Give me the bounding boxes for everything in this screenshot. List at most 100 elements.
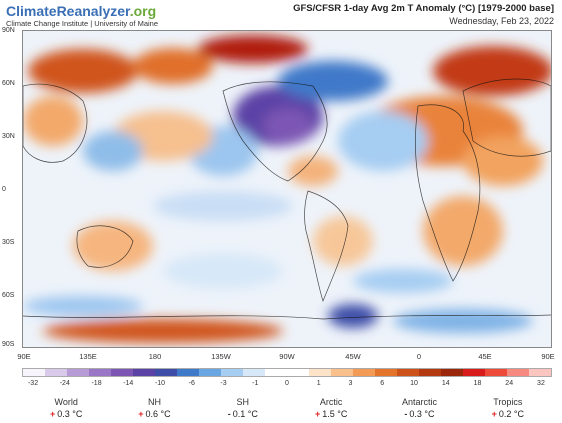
colorbar-swatch bbox=[133, 369, 155, 376]
stat-sign: - bbox=[227, 409, 231, 419]
lat-label: 30N bbox=[2, 133, 15, 140]
colorbar-label: 18 bbox=[473, 380, 482, 387]
colorbar-label: -10 bbox=[154, 380, 166, 387]
lat-label: 30S bbox=[2, 239, 15, 246]
stat-value: 0.1 °C bbox=[232, 409, 258, 419]
stat-nh: NH +0.6 °C bbox=[114, 397, 194, 420]
site-name-tld: .org bbox=[129, 3, 157, 19]
colorbar-swatch bbox=[111, 369, 133, 376]
colorbar-swatch bbox=[529, 369, 551, 376]
map-date: Wednesday, Feb 23, 2022 bbox=[449, 16, 554, 26]
lat-label: 90S bbox=[2, 341, 15, 348]
colorbar-label: 0 bbox=[285, 380, 289, 387]
stat-name: World bbox=[54, 397, 78, 407]
lon-label: 0 bbox=[416, 352, 422, 361]
lon-label: 90E bbox=[541, 352, 555, 361]
lon-label: 90E bbox=[17, 352, 31, 361]
site-name-main: ClimateReanalyzer bbox=[6, 3, 130, 19]
stat-value-line: +1.5 °C bbox=[291, 408, 371, 420]
stat-value: 0.3 °C bbox=[57, 409, 83, 419]
stat-name: Arctic bbox=[319, 397, 343, 407]
colorbar-swatch bbox=[419, 369, 441, 376]
lon-label: 180 bbox=[148, 352, 162, 361]
stat-value-line: +0.3 °C bbox=[26, 408, 106, 420]
colorbar-label: -24 bbox=[59, 380, 70, 387]
stat-sign: + bbox=[49, 409, 56, 419]
lat-label: 60S bbox=[2, 292, 15, 299]
anomaly-map-graphic bbox=[23, 31, 551, 347]
colorbar-label: 10 bbox=[410, 380, 418, 387]
stat-antarctic: Antarctic -0.3 °C bbox=[379, 397, 459, 420]
colorbar-label: 24 bbox=[505, 380, 514, 387]
lat-label: 60N bbox=[2, 80, 15, 87]
colorbar-swatch bbox=[397, 369, 419, 376]
site-name[interactable]: ClimateReanalyzer.org bbox=[6, 3, 158, 19]
stat-sh: SH -0.1 °C bbox=[203, 397, 283, 420]
colorbar-label: -6 bbox=[188, 380, 195, 387]
colorbar-swatch bbox=[243, 369, 265, 376]
lon-label: 45E bbox=[478, 352, 492, 361]
colorbar-label: -18 bbox=[91, 380, 102, 387]
colorbar-swatch bbox=[485, 369, 507, 376]
stat-value: 0.2 °C bbox=[498, 409, 524, 419]
colorbar-swatch bbox=[265, 369, 287, 376]
colorbar-label: -32 bbox=[27, 380, 39, 387]
colorbar-label: 6 bbox=[380, 380, 385, 387]
stat-name: Antarctic bbox=[401, 397, 437, 407]
stat-sign: + bbox=[491, 409, 497, 419]
colorbar-swatch bbox=[23, 369, 45, 376]
coastlines bbox=[23, 78, 551, 320]
stat-value-line: -0.3 °C bbox=[379, 408, 459, 420]
anomaly-map[interactable] bbox=[22, 30, 552, 348]
map-header: GFS/CFSR 1-day Avg 2m T Anomaly (°C) [19… bbox=[293, 3, 554, 27]
stat-name: NH bbox=[147, 397, 161, 407]
colorbar-label: 14 bbox=[441, 380, 450, 387]
colorbar-swatch bbox=[221, 369, 243, 376]
stats-row: World +0.3 °C NH +0.6 °C SH -0.1 °C Arctic +… bbox=[22, 397, 552, 420]
stat-value-line: -0.1 °C bbox=[203, 408, 283, 420]
stat-sign: - bbox=[404, 409, 408, 419]
stat-name: SH bbox=[236, 397, 250, 407]
colorbar-swatch bbox=[155, 369, 177, 376]
lon-label: 45W bbox=[345, 352, 361, 361]
stat-value: 1.5 °C bbox=[322, 409, 348, 419]
lon-label: 135E bbox=[79, 352, 97, 361]
colorbar-swatch bbox=[353, 369, 375, 376]
brand-logo[interactable]: ClimateReanalyzer.org Climate Change Ins… bbox=[6, 3, 158, 29]
colorbar-swatch bbox=[199, 369, 221, 376]
stat-value: 0.3 °C bbox=[409, 409, 435, 419]
colorbar-swatch bbox=[441, 369, 463, 376]
colorbar-swatch bbox=[89, 369, 111, 376]
colorbar-label: 3 bbox=[348, 380, 353, 387]
colorbar-swatch bbox=[67, 369, 89, 376]
colorbar-label: -3 bbox=[220, 380, 227, 387]
colorbar-label: 32 bbox=[537, 380, 545, 387]
lon-label: 90W bbox=[279, 352, 295, 361]
lat-label: 90N bbox=[2, 27, 15, 34]
map-title: GFS/CFSR 1-day Avg 2m T Anomaly (°C) [19… bbox=[293, 3, 554, 14]
colorbar-swatch bbox=[375, 369, 397, 376]
institution-subtitle: Climate Change Institute | University of… bbox=[6, 19, 159, 28]
colorbar-label: -14 bbox=[123, 380, 134, 387]
stat-sign: + bbox=[314, 409, 321, 419]
colorbar-swatch bbox=[45, 369, 67, 376]
stat-value: 0.6 °C bbox=[145, 409, 171, 419]
stat-world: World +0.3 °C bbox=[26, 397, 106, 420]
colorbar-swatch bbox=[177, 369, 199, 376]
stat-tropics: Tropics +0.2 °C bbox=[468, 397, 548, 420]
lat-label: 0 bbox=[2, 186, 6, 193]
colorbar-swatch bbox=[287, 369, 309, 376]
stat-value-line: +0.2 °C bbox=[468, 408, 548, 420]
colorbar-label: -1 bbox=[252, 380, 259, 387]
colorbar-swatch bbox=[331, 369, 353, 376]
colorbar-swatch bbox=[463, 369, 485, 376]
colorbar-label: 1 bbox=[316, 380, 321, 387]
colorbar bbox=[22, 368, 552, 377]
stat-sign: + bbox=[138, 409, 144, 419]
lon-label: 135W bbox=[211, 352, 231, 361]
stat-value-line: +0.6 °C bbox=[114, 408, 194, 420]
colorbar-swatch bbox=[309, 369, 331, 376]
stat-arctic: Arctic +1.5 °C bbox=[291, 397, 371, 420]
colorbar-swatch bbox=[507, 369, 529, 376]
stat-name: Tropics bbox=[493, 397, 523, 407]
